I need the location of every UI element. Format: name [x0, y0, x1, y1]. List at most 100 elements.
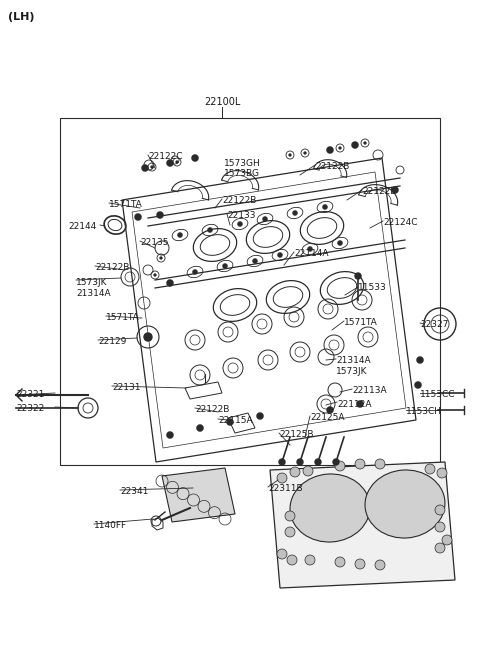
Circle shape — [303, 152, 307, 155]
Circle shape — [355, 559, 365, 569]
Text: 1573JK: 1573JK — [336, 367, 368, 376]
Text: 22114A: 22114A — [294, 249, 328, 258]
Circle shape — [223, 264, 228, 268]
Text: (LH): (LH) — [8, 12, 35, 22]
Circle shape — [375, 459, 385, 469]
Circle shape — [357, 401, 363, 407]
Bar — [60, 118, 440, 465]
Circle shape — [297, 459, 303, 465]
Circle shape — [442, 535, 452, 545]
Circle shape — [338, 146, 341, 150]
Ellipse shape — [290, 474, 370, 542]
Text: 22122B: 22122B — [195, 405, 229, 414]
Circle shape — [176, 161, 179, 163]
Text: 22113A: 22113A — [352, 386, 386, 395]
Text: 1153CC: 1153CC — [420, 390, 456, 399]
Circle shape — [435, 543, 445, 553]
Circle shape — [355, 273, 361, 279]
Text: 22122B: 22122B — [362, 187, 396, 196]
Circle shape — [417, 356, 423, 363]
Circle shape — [192, 155, 199, 161]
Text: 1573JK: 1573JK — [76, 278, 108, 287]
Circle shape — [285, 527, 295, 537]
Circle shape — [363, 142, 367, 144]
Circle shape — [375, 560, 385, 570]
Text: 11533: 11533 — [358, 283, 387, 292]
Text: 22125B: 22125B — [279, 430, 313, 439]
Circle shape — [288, 154, 291, 157]
Circle shape — [154, 274, 156, 276]
Circle shape — [178, 232, 182, 237]
Circle shape — [337, 241, 343, 245]
Text: 22341: 22341 — [120, 487, 148, 496]
Circle shape — [279, 459, 285, 465]
Text: 22122C: 22122C — [148, 152, 182, 161]
Circle shape — [252, 258, 257, 264]
Circle shape — [263, 216, 267, 222]
Circle shape — [277, 473, 287, 483]
Text: 22122B: 22122B — [315, 162, 349, 171]
Circle shape — [151, 165, 154, 169]
Circle shape — [425, 464, 435, 474]
Text: 22321: 22321 — [16, 390, 44, 399]
Text: 22115A: 22115A — [218, 416, 252, 425]
Text: 22100L: 22100L — [204, 97, 240, 107]
Text: 1571TA: 1571TA — [109, 200, 143, 209]
Text: 1571TA: 1571TA — [344, 318, 378, 327]
Circle shape — [285, 511, 295, 521]
Circle shape — [227, 419, 233, 426]
Text: 1573GH: 1573GH — [224, 159, 261, 168]
Circle shape — [303, 466, 313, 476]
Text: 22131: 22131 — [112, 383, 141, 392]
Text: 22327: 22327 — [420, 320, 448, 329]
Circle shape — [238, 222, 242, 226]
Circle shape — [323, 205, 327, 209]
Text: 22133: 22133 — [227, 211, 255, 220]
Circle shape — [196, 424, 204, 432]
Circle shape — [167, 159, 173, 167]
Circle shape — [159, 256, 163, 260]
Text: 1140FF: 1140FF — [94, 521, 127, 530]
Circle shape — [192, 270, 197, 274]
Circle shape — [415, 382, 421, 388]
Circle shape — [134, 213, 142, 220]
Text: 1571TA: 1571TA — [106, 313, 140, 322]
Text: 22322: 22322 — [16, 404, 44, 413]
Polygon shape — [270, 462, 455, 588]
Circle shape — [256, 413, 264, 419]
Circle shape — [435, 522, 445, 532]
Circle shape — [333, 459, 339, 465]
Circle shape — [277, 253, 283, 258]
Circle shape — [335, 557, 345, 567]
Circle shape — [437, 468, 447, 478]
Circle shape — [290, 467, 300, 477]
Circle shape — [315, 459, 321, 465]
Circle shape — [351, 142, 359, 148]
Text: 22311B: 22311B — [268, 484, 302, 493]
Circle shape — [308, 247, 312, 251]
Ellipse shape — [365, 470, 445, 538]
Circle shape — [142, 165, 148, 171]
Circle shape — [167, 432, 173, 438]
Text: 22125A: 22125A — [310, 413, 345, 422]
Circle shape — [326, 407, 334, 413]
Text: 21314A: 21314A — [76, 289, 110, 298]
Text: 22129: 22129 — [98, 337, 126, 346]
Text: 22122B: 22122B — [222, 196, 256, 205]
Circle shape — [167, 279, 173, 287]
Text: 22124C: 22124C — [383, 218, 418, 227]
Circle shape — [156, 211, 164, 218]
Circle shape — [144, 333, 152, 341]
Circle shape — [392, 186, 398, 194]
Polygon shape — [162, 468, 235, 522]
Text: 21314A: 21314A — [336, 356, 371, 365]
Circle shape — [335, 461, 345, 471]
Circle shape — [355, 459, 365, 469]
Circle shape — [207, 228, 213, 232]
Circle shape — [287, 555, 297, 565]
Circle shape — [277, 549, 287, 559]
Circle shape — [292, 211, 298, 216]
Text: 22144: 22144 — [68, 222, 96, 231]
Text: 22122B: 22122B — [95, 263, 130, 272]
Text: 22135: 22135 — [140, 238, 168, 247]
